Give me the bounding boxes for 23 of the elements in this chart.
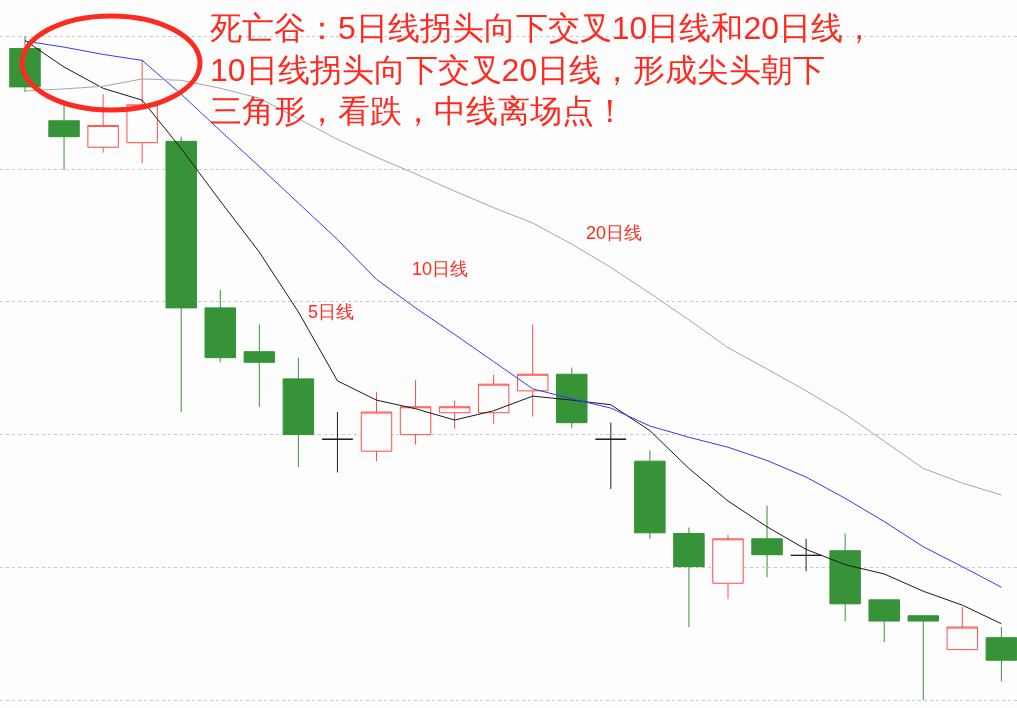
candlestick [751,505,783,578]
candlestick [556,367,588,429]
candlestick [165,136,197,413]
candlestick [946,606,979,651]
candlestick [48,103,80,171]
candlestick [868,599,900,643]
candlestick [907,615,939,701]
candlestick [634,450,666,540]
candlestick [399,379,432,446]
candlestick [516,323,549,418]
candlestick [712,534,744,600]
candlestick [829,532,861,622]
candlestick [438,400,471,430]
candlestick [87,93,119,154]
candlestick [595,422,627,490]
candlestick [673,527,705,628]
candlestick [477,374,510,425]
candlestick [282,357,315,468]
candlestick [243,323,276,408]
candlestick [790,538,822,572]
candlestick [985,626,1017,682]
candlestick [360,391,393,462]
candlestick [321,411,354,473]
